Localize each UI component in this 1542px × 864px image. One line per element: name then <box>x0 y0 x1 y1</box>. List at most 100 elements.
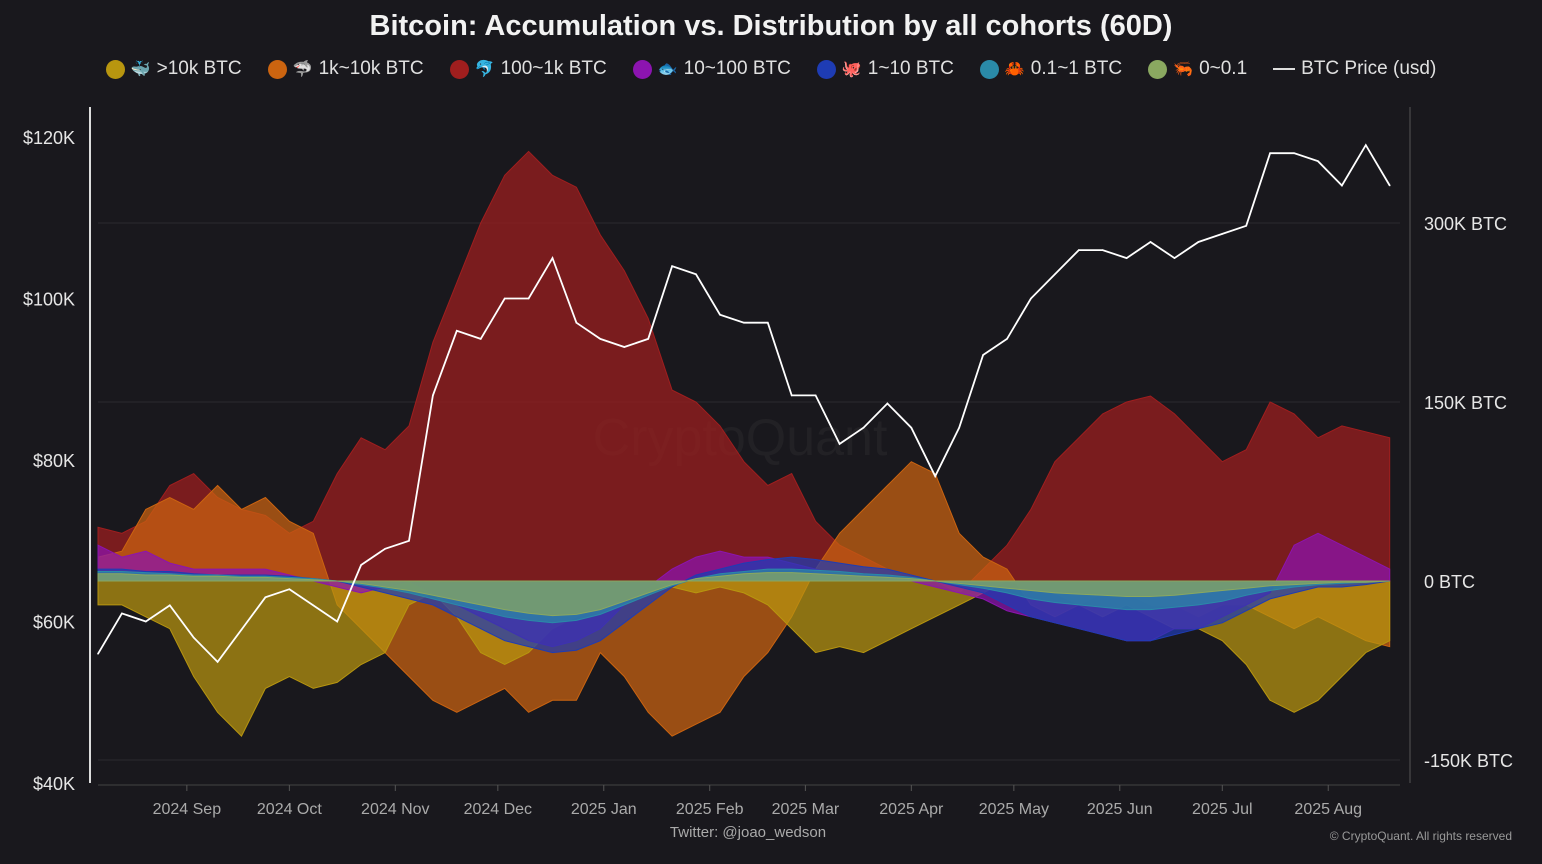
price-point <box>1365 144 1367 146</box>
legend-item[interactable]: 🐙 1~10 BTC <box>816 58 954 80</box>
price-point <box>934 475 937 477</box>
legend-swatch <box>1148 59 1168 79</box>
right-tick-label: 150K BTC <box>1424 393 1507 413</box>
price-point <box>1149 241 1152 243</box>
price-point <box>719 313 721 316</box>
series-area-0-0-1 <box>97 572 1390 617</box>
price-point <box>551 257 554 259</box>
legend-item[interactable]: 🦀 0.1~1 BTC <box>979 58 1123 80</box>
price-point <box>1125 257 1128 259</box>
price-point <box>1173 257 1176 259</box>
dolphin-icon: 🐬 <box>474 61 495 78</box>
price-point <box>814 394 817 397</box>
left-tick-label: $120K <box>23 128 75 148</box>
legend-swatch <box>267 59 287 79</box>
price-point <box>264 596 267 599</box>
price-point <box>958 426 960 429</box>
price-point <box>695 273 697 276</box>
price-point <box>1221 233 1224 235</box>
legend-item[interactable]: 🐟 10~100 BTC <box>632 58 791 80</box>
price-point <box>1006 338 1008 340</box>
price-point <box>456 330 458 332</box>
legend-label: 0.1~1 BTC <box>1030 58 1123 79</box>
price-point <box>838 443 841 445</box>
price-point <box>1197 241 1200 243</box>
x-tick-label: 2025 Jun <box>1087 801 1153 818</box>
legend-swatch <box>105 59 125 79</box>
legend-label: 1~10 BTC <box>867 58 954 79</box>
fish-icon: 🐟 <box>657 61 678 78</box>
price-point <box>1341 184 1343 187</box>
price-point <box>168 604 171 607</box>
whale-icon: 🐳 <box>130 61 151 78</box>
x-tick-label: 2025 May <box>979 801 1049 818</box>
price-point <box>982 354 984 356</box>
left-tick-label: $80K <box>33 451 75 471</box>
legend-label: 10~100 BTC <box>683 58 791 79</box>
price-point <box>1077 249 1080 251</box>
x-tick-label: 2025 Jul <box>1192 801 1253 818</box>
price-point <box>216 661 219 663</box>
price-point <box>240 628 243 631</box>
price-point <box>503 297 506 300</box>
x-tick-label: 2025 Aug <box>1294 801 1362 818</box>
legend-label: 1k~10k BTC <box>318 58 424 79</box>
legend-label: >10k BTC <box>156 58 242 79</box>
legend-swatch <box>632 59 652 79</box>
x-tick-label: 2025 Mar <box>772 801 840 818</box>
chart-title: Bitcoin: Accumulation vs. Distribution b… <box>369 10 1173 42</box>
legend-item-price[interactable]: BTC Price (usd) <box>1273 58 1436 80</box>
price-point <box>192 636 195 639</box>
legend-swatch <box>449 59 469 79</box>
price-point <box>1388 184 1391 187</box>
price-point <box>575 321 578 324</box>
price-point <box>1317 160 1319 163</box>
shark-icon: 🦈 <box>292 61 313 78</box>
price-point <box>527 297 530 300</box>
price-point <box>384 548 386 550</box>
price-point <box>766 321 769 324</box>
copyright: © CryptoQuant. All rights reserved <box>1329 829 1512 843</box>
price-point <box>1030 297 1032 300</box>
price-point <box>1054 273 1056 276</box>
price-point <box>1293 152 1295 154</box>
legend: 🐳 >10k BTC 🦈 1k~10k BTC 🐬 100~1k BTC 🐟 10~10… <box>0 58 1542 80</box>
price-point <box>623 346 626 348</box>
price-point <box>432 394 434 397</box>
price-point <box>312 604 315 607</box>
line-swatch <box>1273 68 1296 70</box>
price-point <box>121 612 123 615</box>
legend-label: 0~0.1 <box>1199 58 1248 79</box>
x-tick-label: 2024 Oct <box>257 801 322 818</box>
left-tick-label: $40K <box>33 774 75 794</box>
legend-label: BTC Price (usd) <box>1301 58 1437 79</box>
crab-icon: 🦀 <box>1004 61 1025 78</box>
right-tick-label: -150K BTC <box>1424 751 1513 771</box>
price-point <box>145 620 147 623</box>
legend-item[interactable]: 🐬 100~1k BTC <box>449 58 607 80</box>
x-tick-label: 2025 Jan <box>571 801 637 818</box>
right-tick-label: 300K BTC <box>1424 214 1507 234</box>
price-point <box>97 653 99 655</box>
price-point <box>288 588 291 590</box>
price-point <box>1269 152 1271 154</box>
left-tick-label: $60K <box>33 613 75 633</box>
legend-swatch <box>979 59 999 79</box>
price-point <box>671 265 673 268</box>
legend-item[interactable]: 🐳 >10k BTC <box>105 58 242 80</box>
x-tick-label: 2025 Feb <box>676 801 744 818</box>
x-tick-label: 2024 Nov <box>361 801 430 818</box>
price-point <box>790 394 793 397</box>
price-point <box>336 620 339 623</box>
legend-item[interactable]: 🦈 1k~10k BTC <box>267 58 424 80</box>
octopus-icon: 🐙 <box>841 61 862 78</box>
price-point <box>743 321 745 324</box>
x-tick-label: 2025 Apr <box>879 801 944 818</box>
price-point <box>886 402 889 405</box>
legend-swatch <box>816 59 836 79</box>
price-point <box>360 564 362 566</box>
legend-item[interactable]: 🦐 0~0.1 <box>1148 58 1247 80</box>
right-tick-label: 0 BTC <box>1424 572 1475 592</box>
price-point <box>479 338 482 340</box>
